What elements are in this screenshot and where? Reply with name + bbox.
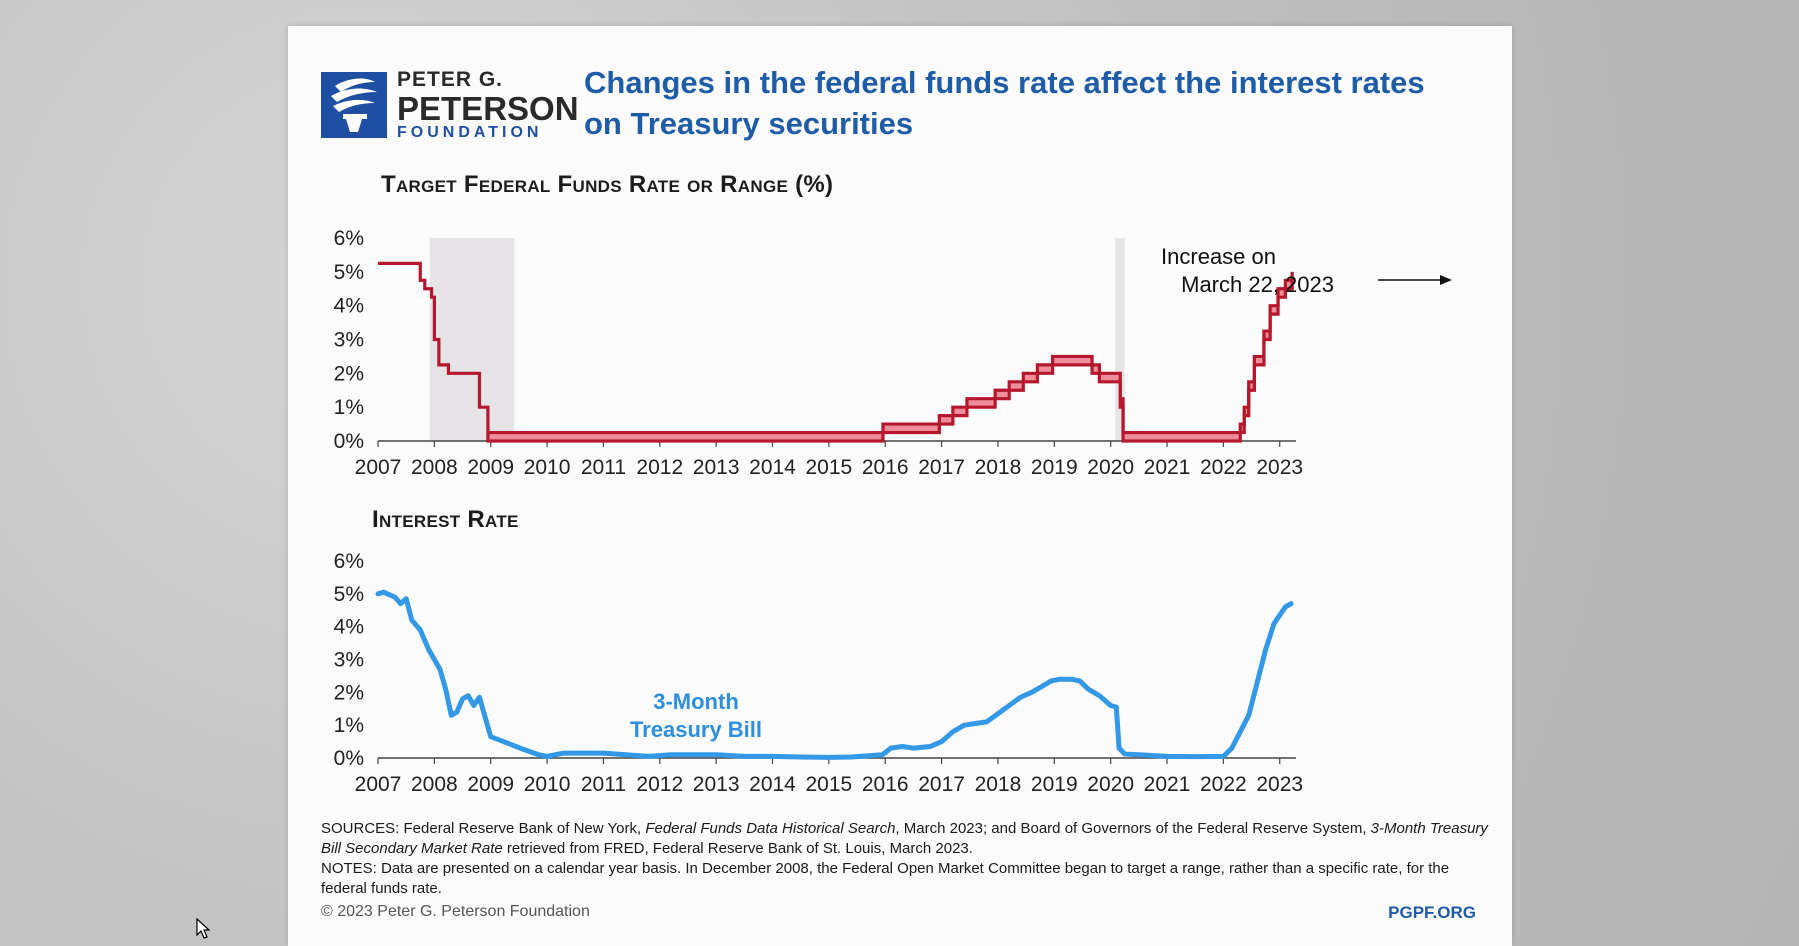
interest-rate-y-tick-label: 4% xyxy=(334,616,364,639)
copyright: © 2023 Peter G. Peterson Foundation xyxy=(321,903,590,920)
sources-title-2: 3-Month Treasury Bill Secondary Market R… xyxy=(321,820,1488,857)
interest-rate-x-tick-label: 2015 xyxy=(806,773,853,796)
fed-funds-x-tick-label: 2007 xyxy=(355,456,402,479)
fed-funds-y-tick-label: 4% xyxy=(334,295,364,318)
series-label-line1: 3-Month xyxy=(653,689,739,714)
fed-funds-x-tick-label: 2010 xyxy=(524,456,571,479)
fed-funds-x-tick-label: 2012 xyxy=(636,456,683,479)
interest-rate-y-tick-label: 2% xyxy=(334,681,364,704)
interest-rate-x-tick-label: 2014 xyxy=(749,773,796,796)
annotation-line1: Increase on xyxy=(1161,244,1276,269)
footer-notes: SOURCES: Federal Reserve Bank of New Yor… xyxy=(321,819,1491,899)
interest-rate-x-tick-label: 2019 xyxy=(1031,773,1078,796)
interest-rate-y-tick-label: 6% xyxy=(334,550,364,573)
fed-funds-x-tick-label: 2021 xyxy=(1144,456,1191,479)
mouse-cursor-icon xyxy=(196,918,211,939)
fed-funds-y-tick-label: 6% xyxy=(334,227,364,250)
interest-rate-x-tick-label: 2023 xyxy=(1256,773,1303,796)
page-title-line2: on Treasury securities xyxy=(584,106,914,141)
interest-rate-x-tick-label: 2012 xyxy=(636,773,683,796)
sources-title-1: Federal Funds Data Historical Search xyxy=(645,820,896,837)
fed-funds-x-tick-label: 2019 xyxy=(1031,456,1078,479)
interest-rate-x-tick-label: 2010 xyxy=(524,773,571,796)
interest-rate-x-tick-label: 2011 xyxy=(581,773,626,796)
fed-funds-x-tick-label: 2022 xyxy=(1200,456,1247,479)
fed-funds-y-tick-label: 2% xyxy=(334,362,364,385)
torch-icon xyxy=(321,72,387,138)
series-label-line2: Treasury Bill xyxy=(630,717,762,742)
recession-band xyxy=(429,238,515,441)
sources-text: SOURCES: Federal Reserve Bank of New Yor… xyxy=(321,819,1491,859)
interest-rate-x-tick-label: 2017 xyxy=(918,773,965,796)
fed-funds-y-tick-label: 0% xyxy=(334,430,364,453)
slide: PETER G. PETERSON FOUNDATION Changes in … xyxy=(288,26,1512,946)
interest-rate-x-tick-label: 2007 xyxy=(355,773,402,796)
interest-rate-chart: 0% 1% 2% 3% 4% 5% 6% 2007 2008 2009 2010 2011 2012 20… xyxy=(334,550,1303,796)
interest-rate-x-tick-label: 2022 xyxy=(1200,773,1247,796)
sources-prefix: SOURCES: Federal Reserve Bank of New Yor… xyxy=(321,820,646,837)
interest-rate-x-tick-label: 2008 xyxy=(411,773,458,796)
fed-funds-chart-title: Target Federal Funds Rate or Range (%) xyxy=(381,171,834,198)
page-title: Changes in the federal funds rate affect… xyxy=(584,62,1484,144)
fed-funds-y-tick-label: 5% xyxy=(334,261,364,284)
interest-rate-x-tick-label: 2009 xyxy=(467,773,514,796)
interest-rate-x-tick-label: 2016 xyxy=(862,773,909,796)
page-title-line1: Changes in the federal funds rate affect… xyxy=(584,65,1425,100)
pgpf-website-link[interactable]: PGPF.ORG xyxy=(1388,903,1476,922)
annotation-line2: March 22, 2023 xyxy=(1181,272,1334,297)
fed-funds-y-tick-label: 1% xyxy=(334,396,364,419)
fed-funds-x-tick-label: 2016 xyxy=(862,456,909,479)
interest-rate-y-tick-label: 3% xyxy=(334,649,364,672)
notes-text: NOTES: Data are presented on a calendar … xyxy=(321,860,1450,897)
interest-rate-y-tick-label: 5% xyxy=(334,583,364,606)
peterson-foundation-logo[interactable]: PETER G. PETERSON FOUNDATION xyxy=(321,65,579,155)
logo-text-line2: PETERSON xyxy=(397,90,579,127)
target-rate-upper-line xyxy=(487,271,1294,435)
fed-funds-x-tick-label: 2020 xyxy=(1087,456,1134,479)
fed-funds-x-tick-label: 2023 xyxy=(1256,456,1303,479)
interest-rate-x-tick-label: 2021 xyxy=(1144,773,1191,796)
interest-rate-x-tick-label: 2020 xyxy=(1087,773,1134,796)
logo-text-line1: PETER G. xyxy=(397,68,504,91)
recession-band xyxy=(1115,238,1125,441)
fed-funds-x-tick-label: 2011 xyxy=(581,456,626,479)
logo-text-line3: FOUNDATION xyxy=(397,124,543,141)
fed-funds-x-tick-label: 2013 xyxy=(693,456,740,479)
interest-rate-x-tick-label: 2013 xyxy=(693,773,740,796)
fed-funds-x-tick-label: 2015 xyxy=(806,456,853,479)
fed-funds-x-tick-label: 2017 xyxy=(918,456,965,479)
interest-rate-y-tick-label: 1% xyxy=(334,714,364,737)
annotation-arrowhead xyxy=(1440,275,1452,285)
interest-rate-y-tick-label: 0% xyxy=(334,747,364,770)
treasury-bill-line xyxy=(375,589,1294,760)
fed-funds-x-tick-label: 2018 xyxy=(975,456,1022,479)
interest-rate-chart-title: Interest Rate xyxy=(372,506,519,533)
fed-funds-x-tick-label: 2009 xyxy=(467,456,514,479)
fed-funds-rate-chart: 0% 1% 2% 3% 4% 5% 6% 2007 2008 2009 2010 2011 2012 20… xyxy=(334,227,1452,479)
fed-funds-x-tick-label: 2014 xyxy=(749,456,796,479)
interest-rate-x-tick-label: 2018 xyxy=(975,773,1022,796)
sources-suffix: retrieved from FRED, Federal Reserve Ban… xyxy=(502,840,973,857)
fed-funds-x-tick-label: 2008 xyxy=(411,456,458,479)
fed-funds-y-tick-label: 3% xyxy=(334,329,364,352)
sources-mid: , March 2023; and Board of Governors of … xyxy=(895,820,1371,837)
